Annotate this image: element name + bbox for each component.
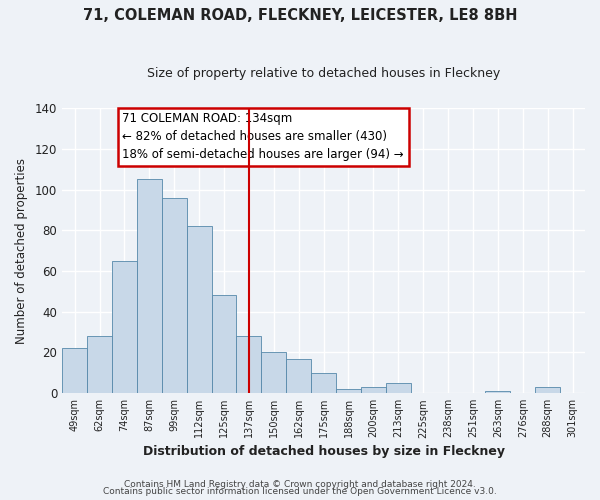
Bar	[485, 391, 511, 393]
Bar	[535, 387, 560, 393]
Bar	[212, 296, 236, 393]
Bar	[311, 373, 336, 393]
Y-axis label: Number of detached properties: Number of detached properties	[15, 158, 28, 344]
Bar	[361, 387, 386, 393]
Bar	[336, 389, 361, 393]
Title: Size of property relative to detached houses in Fleckney: Size of property relative to detached ho…	[147, 68, 500, 80]
Bar	[162, 198, 187, 393]
Text: 71 COLEMAN ROAD: 134sqm
← 82% of detached houses are smaller (430)
18% of semi-d: 71 COLEMAN ROAD: 134sqm ← 82% of detache…	[122, 112, 404, 162]
Bar	[262, 352, 286, 393]
Bar	[187, 226, 212, 393]
Bar	[62, 348, 87, 393]
X-axis label: Distribution of detached houses by size in Fleckney: Distribution of detached houses by size …	[143, 444, 505, 458]
Bar	[137, 180, 162, 393]
Bar	[386, 383, 411, 393]
Text: Contains public sector information licensed under the Open Government Licence v3: Contains public sector information licen…	[103, 487, 497, 496]
Bar	[236, 336, 262, 393]
Text: Contains HM Land Registry data © Crown copyright and database right 2024.: Contains HM Land Registry data © Crown c…	[124, 480, 476, 489]
Bar	[112, 261, 137, 393]
Bar	[87, 336, 112, 393]
Text: 71, COLEMAN ROAD, FLECKNEY, LEICESTER, LE8 8BH: 71, COLEMAN ROAD, FLECKNEY, LEICESTER, L…	[83, 8, 517, 22]
Bar	[286, 358, 311, 393]
